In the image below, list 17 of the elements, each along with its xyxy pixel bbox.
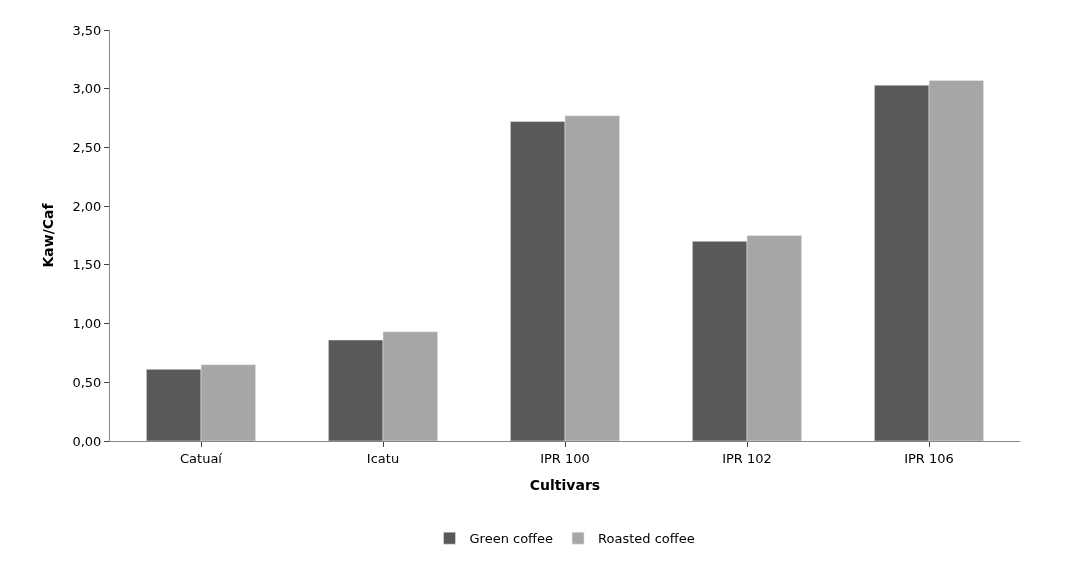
y-axis-title: Kaw/Caf: [40, 202, 57, 268]
x-tick-label: IPR 100: [540, 450, 590, 466]
y-tick-label: 1,50: [72, 257, 102, 273]
x-tick-label: IPR 106: [904, 450, 954, 466]
x-axis-title: Cultivars: [529, 476, 601, 493]
y-tick-label: 2,00: [72, 198, 102, 214]
legend-label: Roasted coffee: [598, 531, 695, 547]
x-tick-label: Catuaí: [180, 450, 223, 466]
legend-label: Green coffee: [469, 531, 554, 547]
y-tick-label: 0,00: [72, 433, 102, 449]
x-tick-label: Icatu: [366, 450, 400, 466]
y-tick-label: 1,00: [72, 316, 102, 332]
y-tick-label: 3,00: [72, 81, 102, 97]
x-tick-label: IPR 102: [722, 450, 772, 466]
y-tick-label: 3,50: [72, 22, 102, 38]
y-tick-label: 2,50: [72, 139, 102, 155]
y-tick-label: 0,50: [72, 374, 102, 390]
